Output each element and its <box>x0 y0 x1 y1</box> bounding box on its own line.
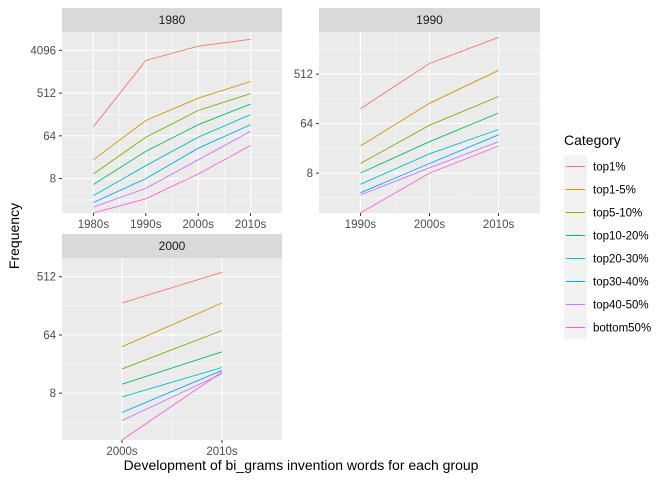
x-tick-label: 2000s <box>183 219 215 231</box>
panel-2000: 2000 8 64 512 2000s 2010s <box>37 234 282 458</box>
series-line-top1% <box>93 38 251 127</box>
series-line-top30-40% <box>93 124 251 203</box>
series-line-top40-50% <box>360 141 499 196</box>
facet-strip <box>62 234 282 258</box>
series-line-top40-50% <box>93 130 251 208</box>
series-line-bottom50% <box>93 145 251 214</box>
legend-label: top5-10% <box>593 208 642 220</box>
series-line-top40-50% <box>121 373 223 422</box>
facet-strip <box>319 8 540 32</box>
legend-label: top1-5% <box>593 185 636 197</box>
y-tick-label: 512 <box>37 88 56 100</box>
series-line-top30-40% <box>360 134 499 194</box>
panel-1980: 1980 8 64 512 4096 1980s 1990s 2000s 2010s <box>30 8 282 231</box>
x-tick-label: 1990s <box>130 219 162 231</box>
series-line-top5-10% <box>93 93 251 175</box>
series-line-top30-40% <box>121 369 223 413</box>
legend-label: top10-20% <box>593 231 649 243</box>
legend-label: top30-40% <box>593 277 649 289</box>
facet-strip-label: 1980 <box>159 13 186 27</box>
series-line-top1-5% <box>121 302 223 348</box>
y-axis-title: Frequency <box>6 203 22 269</box>
x-tick-label: 2000s <box>414 219 446 231</box>
series-line-top10-20% <box>93 103 251 185</box>
series-line-bottom50% <box>360 145 499 214</box>
series-line-top1% <box>360 36 499 110</box>
y-tick-label: 8 <box>50 174 56 186</box>
series-line-top1-5% <box>93 81 251 161</box>
x-tick-label: 1980s <box>78 219 110 231</box>
y-tick-label: 4096 <box>30 45 56 57</box>
facet-strip <box>62 8 282 32</box>
facet-strip-label: 2000 <box>159 239 186 253</box>
legend-label: top1% <box>593 162 626 174</box>
legend-label: top40-50% <box>593 300 649 312</box>
facet-strip-label: 1990 <box>416 13 443 27</box>
series-line-top10-20% <box>121 351 223 385</box>
x-tick-label: 2010s <box>206 446 238 458</box>
panel-1990: 1990 8 64 512 1990s 2000s 2010s <box>294 8 540 231</box>
x-tick-label: 1990s <box>345 219 377 231</box>
x-tick-label: 2010s <box>235 219 267 231</box>
series-line-top1-5% <box>360 69 499 147</box>
x-tick-label: 2000s <box>106 446 138 458</box>
y-tick-label: 64 <box>43 330 56 342</box>
series-line-top5-10% <box>121 330 223 370</box>
y-tick-label: 8 <box>307 168 313 180</box>
legend-label: bottom50% <box>593 323 651 335</box>
y-tick-label: 8 <box>50 388 56 400</box>
x-axis-title: Development of bi_grams invention words … <box>124 457 479 473</box>
legend: Category top1% top1-5% top5-10% top10-20% top… <box>564 132 651 339</box>
series-line-top10-20% <box>360 112 499 174</box>
series-line-top5-10% <box>360 96 499 164</box>
series-line-top20-30% <box>93 114 251 196</box>
y-tick-label: 64 <box>300 119 313 131</box>
x-tick-label: 2010s <box>483 219 515 231</box>
y-tick-label: 512 <box>37 272 56 284</box>
series-line-top1% <box>121 271 223 304</box>
legend-label: top20-30% <box>593 254 649 266</box>
y-tick-label: 64 <box>43 131 56 143</box>
y-tick-label: 512 <box>294 69 313 81</box>
series-line-top20-30% <box>360 129 499 185</box>
series-line-bottom50% <box>121 371 223 441</box>
legend-title: Category <box>564 132 621 148</box>
series-line-top20-30% <box>121 367 223 398</box>
